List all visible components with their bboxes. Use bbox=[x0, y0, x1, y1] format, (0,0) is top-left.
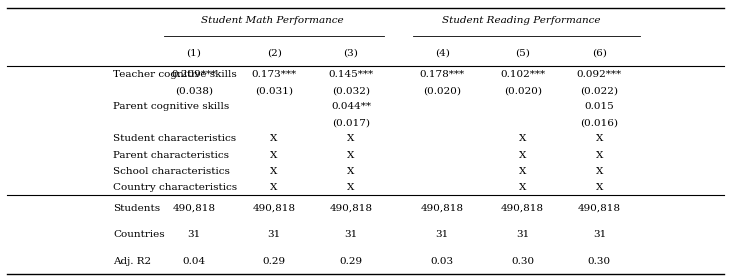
Text: 0.092***: 0.092*** bbox=[577, 70, 622, 79]
Text: X: X bbox=[347, 134, 355, 143]
Text: X: X bbox=[596, 167, 603, 176]
Text: X: X bbox=[596, 150, 603, 160]
Text: Parent cognitive skills: Parent cognitive skills bbox=[113, 102, 230, 111]
Text: (2): (2) bbox=[267, 48, 281, 57]
Text: 0.102***: 0.102*** bbox=[500, 70, 545, 79]
Text: Country characteristics: Country characteristics bbox=[113, 183, 238, 192]
Text: 0.29: 0.29 bbox=[339, 257, 363, 266]
Text: (4): (4) bbox=[435, 48, 450, 57]
Text: (5): (5) bbox=[515, 48, 530, 57]
Text: 0.04: 0.04 bbox=[182, 257, 205, 266]
Text: 490,818: 490,818 bbox=[253, 204, 295, 213]
Text: 0.30: 0.30 bbox=[511, 257, 534, 266]
Text: 31: 31 bbox=[268, 230, 281, 239]
Text: X: X bbox=[519, 150, 526, 160]
Text: X: X bbox=[519, 134, 526, 143]
Text: 0.30: 0.30 bbox=[588, 257, 611, 266]
Text: Students: Students bbox=[113, 204, 160, 213]
Text: (0.031): (0.031) bbox=[255, 86, 293, 95]
Text: Adj. R2: Adj. R2 bbox=[113, 257, 151, 266]
Text: 0.03: 0.03 bbox=[431, 257, 454, 266]
Text: 0.015: 0.015 bbox=[585, 102, 614, 111]
Text: 31: 31 bbox=[344, 230, 357, 239]
Text: (0.017): (0.017) bbox=[332, 118, 370, 127]
Text: 0.209***: 0.209*** bbox=[171, 70, 216, 79]
Text: X: X bbox=[519, 183, 526, 192]
Text: X: X bbox=[519, 167, 526, 176]
Text: X: X bbox=[347, 167, 355, 176]
Text: 31: 31 bbox=[516, 230, 529, 239]
Text: School characteristics: School characteristics bbox=[113, 167, 230, 176]
Text: (6): (6) bbox=[592, 48, 607, 57]
Text: (0.016): (0.016) bbox=[580, 118, 618, 127]
Text: 0.173***: 0.173*** bbox=[251, 70, 297, 79]
Text: 0.178***: 0.178*** bbox=[420, 70, 465, 79]
Text: 31: 31 bbox=[436, 230, 449, 239]
Text: X: X bbox=[347, 150, 355, 160]
Text: (0.020): (0.020) bbox=[504, 86, 542, 95]
Text: (0.032): (0.032) bbox=[332, 86, 370, 95]
Text: 31: 31 bbox=[593, 230, 606, 239]
Text: (3): (3) bbox=[344, 48, 358, 57]
Text: (0.022): (0.022) bbox=[580, 86, 618, 95]
Text: Student characteristics: Student characteristics bbox=[113, 134, 236, 143]
Text: (0.038): (0.038) bbox=[175, 86, 213, 95]
Text: X: X bbox=[270, 167, 278, 176]
Text: Student Math Performance: Student Math Performance bbox=[201, 16, 344, 25]
Text: 490,818: 490,818 bbox=[501, 204, 544, 213]
Text: 490,818: 490,818 bbox=[330, 204, 372, 213]
Text: X: X bbox=[270, 134, 278, 143]
Text: 490,818: 490,818 bbox=[173, 204, 215, 213]
Text: (1): (1) bbox=[186, 48, 201, 57]
Text: 0.145***: 0.145*** bbox=[328, 70, 374, 79]
Text: 490,818: 490,818 bbox=[578, 204, 621, 213]
Text: X: X bbox=[596, 183, 603, 192]
Text: X: X bbox=[270, 183, 278, 192]
Text: X: X bbox=[270, 150, 278, 160]
Text: Teacher cognitive skills: Teacher cognitive skills bbox=[113, 70, 237, 79]
Text: X: X bbox=[596, 134, 603, 143]
Text: 0.044**: 0.044** bbox=[331, 102, 371, 111]
Text: Countries: Countries bbox=[113, 230, 165, 239]
Text: Parent characteristics: Parent characteristics bbox=[113, 150, 230, 160]
Text: Student Reading Performance: Student Reading Performance bbox=[442, 16, 600, 25]
Text: X: X bbox=[347, 183, 355, 192]
Text: (0.020): (0.020) bbox=[423, 86, 461, 95]
Text: 31: 31 bbox=[187, 230, 200, 239]
Text: 490,818: 490,818 bbox=[421, 204, 463, 213]
Text: 0.29: 0.29 bbox=[262, 257, 286, 266]
